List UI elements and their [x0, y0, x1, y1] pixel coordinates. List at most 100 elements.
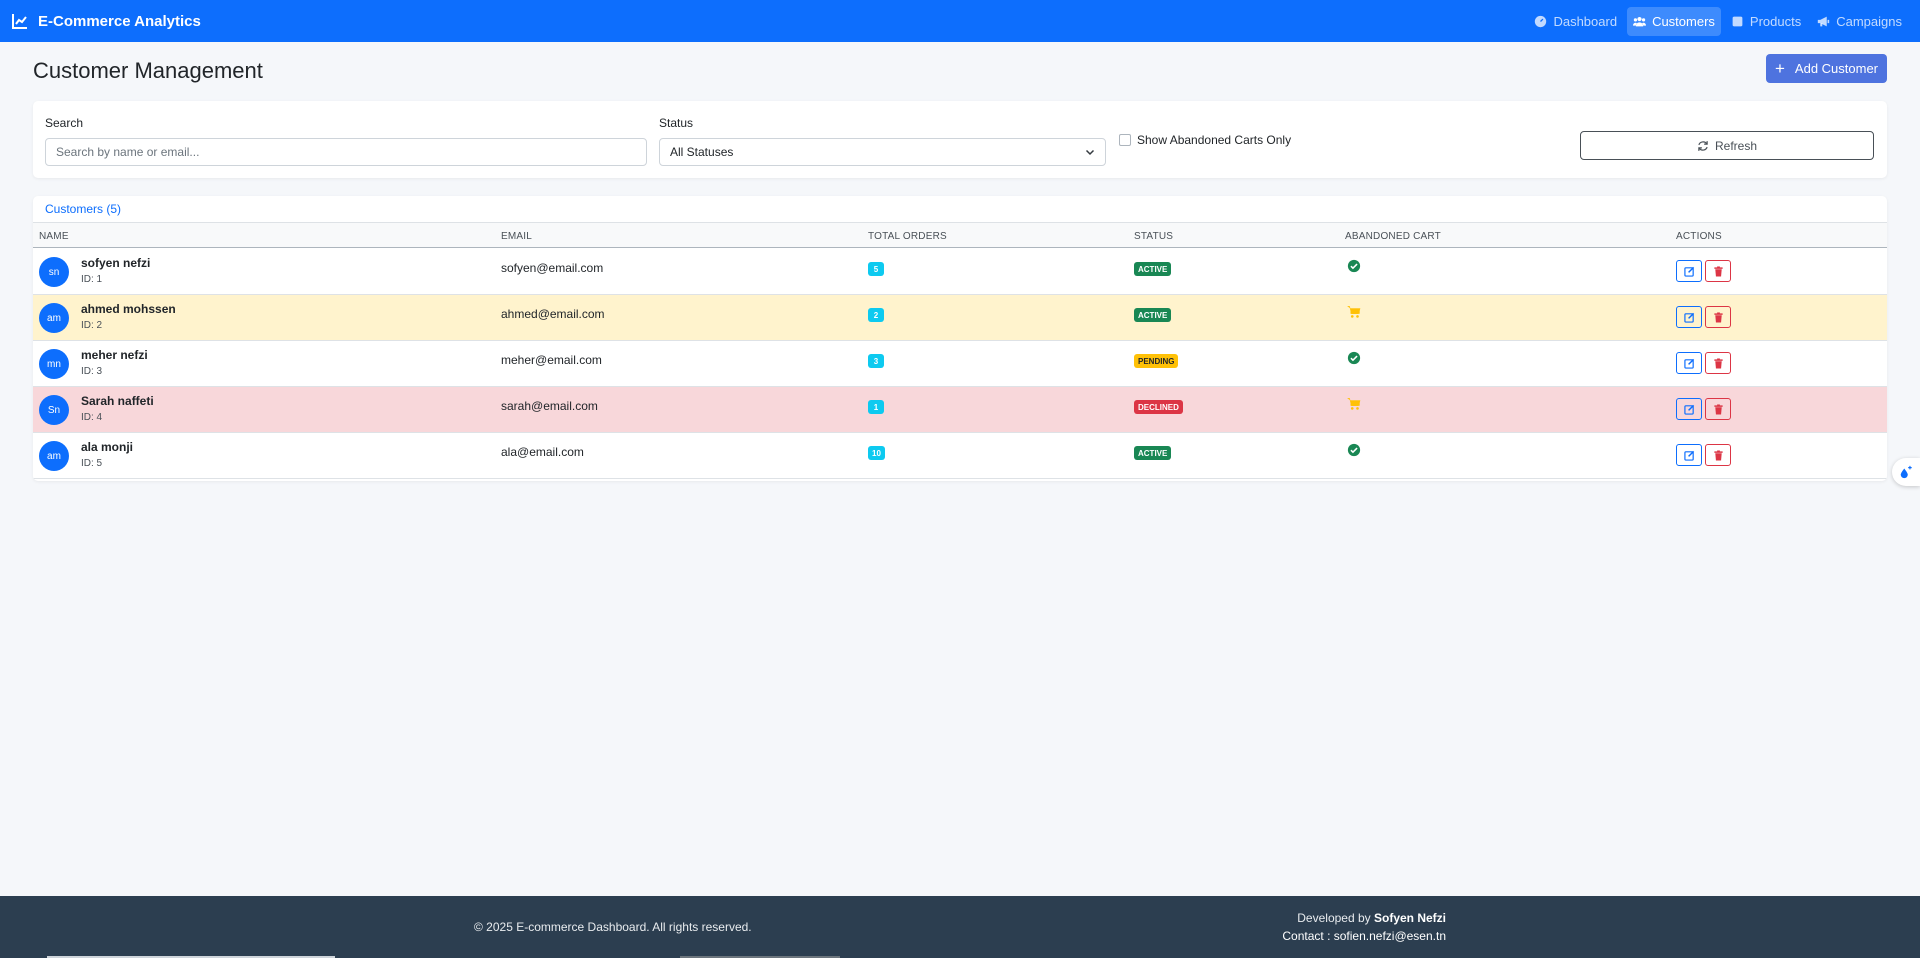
nav-link-label: Campaigns	[1836, 13, 1902, 29]
customers-table-card: Customers (5) Name Email Total Orders St…	[33, 196, 1887, 481]
abandoned-carts-toggle[interactable]: Show Abandoned Carts Only	[1119, 133, 1291, 147]
column-header-status: Status	[1134, 231, 1174, 242]
delete-customer-button[interactable]	[1705, 306, 1731, 328]
table-row: am ahmed mohssen ID: 2 ahmed@email.com 2 ACTI…	[33, 295, 1887, 341]
search-label: Search	[45, 116, 84, 130]
box-icon	[1732, 16, 1743, 26]
footer-developer: Developed by Sofyen Nefzi	[1297, 911, 1446, 925]
delete-customer-button[interactable]	[1705, 444, 1731, 466]
total-orders-badge: 1	[868, 400, 884, 414]
edit-icon	[1683, 450, 1695, 461]
trash-icon	[1713, 265, 1724, 277]
edit-icon	[1683, 404, 1695, 415]
edit-icon	[1683, 358, 1695, 369]
customer-name: ahmed mohssen	[81, 302, 176, 316]
footer: © 2025 E-commerce Dashboard. All rights …	[0, 896, 1920, 958]
cart-icon	[1347, 305, 1361, 319]
edit-customer-button[interactable]	[1676, 444, 1702, 466]
avatar: mn	[39, 349, 69, 379]
column-header-actions: Actions	[1676, 231, 1722, 242]
customer-name: meher nefzi	[81, 348, 148, 362]
customer-email: meher@email.com	[501, 353, 602, 367]
edit-customer-button[interactable]	[1676, 352, 1702, 374]
status-select[interactable]: All Statuses	[659, 138, 1106, 166]
avatar: sn	[39, 257, 69, 287]
table-header: Name Email Total Orders Status Abandoned…	[33, 222, 1887, 248]
refresh-icon	[1698, 140, 1708, 151]
table-row: sn sofyen nefzi ID: 1 sofyen@email.com 5 ACTI…	[33, 249, 1887, 295]
search-input[interactable]	[45, 138, 647, 166]
cart-icon	[1347, 397, 1361, 411]
customer-id: ID: 5	[81, 458, 103, 469]
check-circle-icon	[1347, 351, 1361, 365]
customer-id: ID: 4	[81, 412, 103, 423]
status-badge: ACTIVE	[1134, 262, 1172, 276]
edit-customer-button[interactable]	[1676, 398, 1702, 420]
nav-link-label: Customers	[1652, 13, 1715, 29]
horizontal-scrollbar-track	[47, 956, 335, 958]
customer-id: ID: 3	[81, 366, 103, 377]
refresh-button[interactable]: Refresh	[1580, 131, 1874, 160]
table-row: mn meher nefzi ID: 3 meher@email.com 3 PENDIN…	[33, 341, 1887, 387]
edit-customer-button[interactable]	[1676, 306, 1702, 328]
delete-customer-button[interactable]	[1705, 352, 1731, 374]
customer-email: sarah@email.com	[501, 399, 598, 413]
table-row: am ala monji ID: 5 ala@email.com 10 ACTIVE	[33, 433, 1887, 479]
check-circle-icon	[1347, 443, 1361, 457]
status-badge: ACTIVE	[1134, 308, 1172, 322]
edit-icon	[1683, 266, 1695, 277]
delete-customer-button[interactable]	[1705, 260, 1731, 282]
add-customer-label: Add Customer	[1794, 61, 1879, 76]
nav-link-campaigns[interactable]: Campaigns	[1811, 7, 1908, 36]
developer-name: Sofyen Nefzi	[1373, 911, 1446, 925]
trash-icon	[1713, 449, 1724, 461]
trash-icon	[1713, 357, 1724, 369]
status-badge: ACTIVE	[1134, 446, 1172, 460]
status-badge: PENDING	[1134, 354, 1179, 368]
edit-customer-button[interactable]	[1676, 260, 1702, 282]
column-header-orders: Total Orders	[868, 231, 947, 242]
trash-icon	[1713, 403, 1724, 415]
footer-contact: Contact : sofien.nefzi@esen.tn	[1282, 929, 1446, 943]
filter-card: Search Status All Statuses Show Abandone…	[33, 101, 1887, 178]
developed-by-label: Developed by	[1297, 911, 1374, 925]
add-customer-button[interactable]: + Add Customer	[1766, 54, 1887, 83]
abandoned-checkbox[interactable]	[1119, 134, 1131, 146]
users-icon	[1633, 16, 1647, 26]
nav-link-products[interactable]: Products	[1725, 7, 1807, 36]
delete-customer-button[interactable]	[1705, 398, 1731, 420]
refresh-label: Refresh	[1714, 138, 1758, 153]
total-orders-badge: 2	[868, 308, 884, 322]
top-navbar: E-Commerce Analytics Dashboard Customers…	[0, 0, 1920, 42]
customer-name: ala monji	[81, 440, 134, 454]
horizontal-scrollbar-thumb[interactable]	[680, 956, 840, 958]
abandoned-checkbox-label: Show Abandoned Carts Only	[1137, 133, 1292, 147]
customer-id: ID: 2	[81, 320, 103, 331]
customer-email: sofyen@email.com	[501, 261, 604, 275]
total-orders-badge: 3	[868, 354, 884, 368]
customer-name: Sarah naffeti	[81, 394, 154, 408]
nav-links: Dashboard Customers Products Campaigns	[1528, 6, 1908, 36]
brand[interactable]: E-Commerce Analytics	[12, 13, 201, 30]
nav-link-label: Dashboard	[1553, 13, 1618, 29]
droplet-sparkle-icon	[1900, 465, 1912, 479]
nav-link-dashboard[interactable]: Dashboard	[1528, 7, 1623, 36]
check-circle-icon	[1347, 259, 1361, 273]
dashboard-icon	[1535, 15, 1547, 27]
floating-assistant-button[interactable]	[1892, 458, 1920, 486]
table-row: Sn Sarah naffeti ID: 4 sarah@email.com 1 DECL…	[33, 387, 1887, 433]
trash-icon	[1713, 311, 1724, 323]
column-header-name: Name	[39, 231, 69, 242]
customer-id: ID: 1	[81, 274, 103, 285]
nav-link-customers[interactable]: Customers	[1627, 6, 1721, 36]
chart-line-icon	[12, 14, 27, 29]
avatar: am	[39, 303, 69, 333]
status-badge: DECLINED	[1134, 400, 1183, 414]
chevron-down-icon	[1085, 149, 1095, 156]
megaphone-icon	[1818, 16, 1830, 26]
column-header-abandoned-cart: Abandoned Cart	[1345, 231, 1441, 242]
customer-email: ala@email.com	[501, 445, 584, 459]
table-title: Customers (5)	[45, 202, 122, 216]
plus-icon: +	[1774, 59, 1785, 78]
total-orders-badge: 10	[868, 446, 885, 460]
